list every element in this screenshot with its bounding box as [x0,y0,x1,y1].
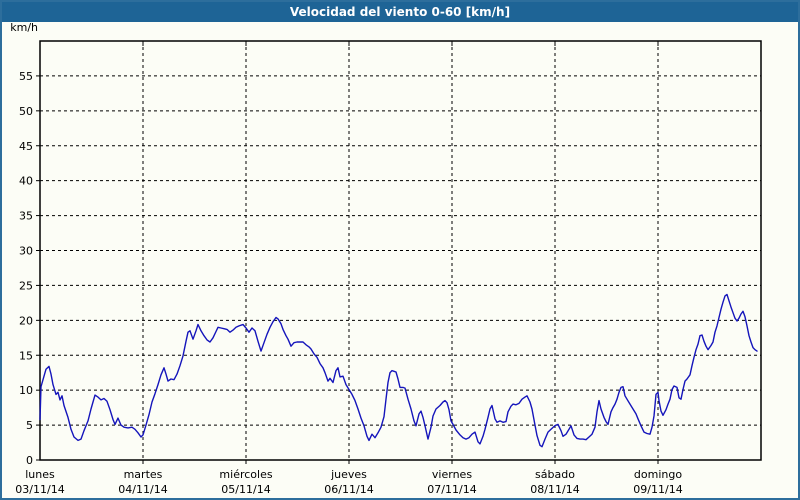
chart-title: Velocidad del viento 0-60 [km/h] [289,5,511,19]
y-axis-unit-label: km/h [10,22,38,34]
x-date-label: 09/11/14 [633,483,682,496]
x-day-label: domingo [634,468,682,481]
chart-area: 0 5 10 15 20 25 30 35 40 45 50 55 km/h lunes 03/11/14 m… [2,22,798,498]
x-day-label: miércoles [219,468,272,481]
wind-speed-line-chart: 0 5 10 15 20 25 30 35 40 45 50 55 km/h lunes 03/11/14 m… [10,22,762,496]
y-tick-label: 40 [19,175,33,188]
y-tick-label: 30 [19,245,33,258]
x-day-label: sábado [535,468,575,481]
wind-speed-series-line [39,293,758,448]
y-tick-label: 5 [26,419,33,432]
y-tick-label: 15 [19,349,33,362]
y-tick-label: 25 [19,279,33,292]
x-day-label: lunes [25,468,55,481]
x-day-label: jueves [330,468,367,481]
y-tick-label: 0 [26,454,33,467]
x-date-label: 04/11/14 [118,483,167,496]
y-tick-label: 35 [19,210,33,223]
x-date-label: 06/11/14 [324,483,373,496]
x-date-label: 07/11/14 [427,483,476,496]
y-tick-label: 45 [19,140,33,153]
y-tick-label: 20 [19,314,33,327]
x-date-label: 05/11/14 [221,483,270,496]
x-date-label: 08/11/14 [530,483,579,496]
x-day-label: viernes [432,468,472,481]
x-date-label: 03/11/14 [15,483,64,496]
y-tick-label: 50 [19,105,33,118]
y-tick-label: 10 [19,384,33,397]
x-day-label: martes [124,468,163,481]
y-tick-label: 55 [19,70,33,83]
chart-title-bar: Velocidad del viento 0-60 [km/h] [2,2,798,22]
